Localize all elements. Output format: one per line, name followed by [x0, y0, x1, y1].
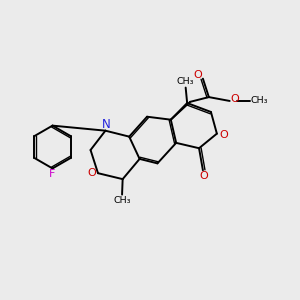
Text: F: F — [49, 169, 55, 179]
Text: O: O — [199, 171, 208, 181]
Text: O: O — [87, 168, 96, 178]
Text: CH₃: CH₃ — [177, 77, 194, 86]
Text: O: O — [193, 70, 202, 80]
Text: O: O — [230, 94, 239, 103]
Text: CH₃: CH₃ — [113, 196, 131, 205]
Text: CH₃: CH₃ — [250, 97, 268, 106]
Text: N: N — [102, 118, 111, 131]
Text: O: O — [219, 130, 228, 140]
